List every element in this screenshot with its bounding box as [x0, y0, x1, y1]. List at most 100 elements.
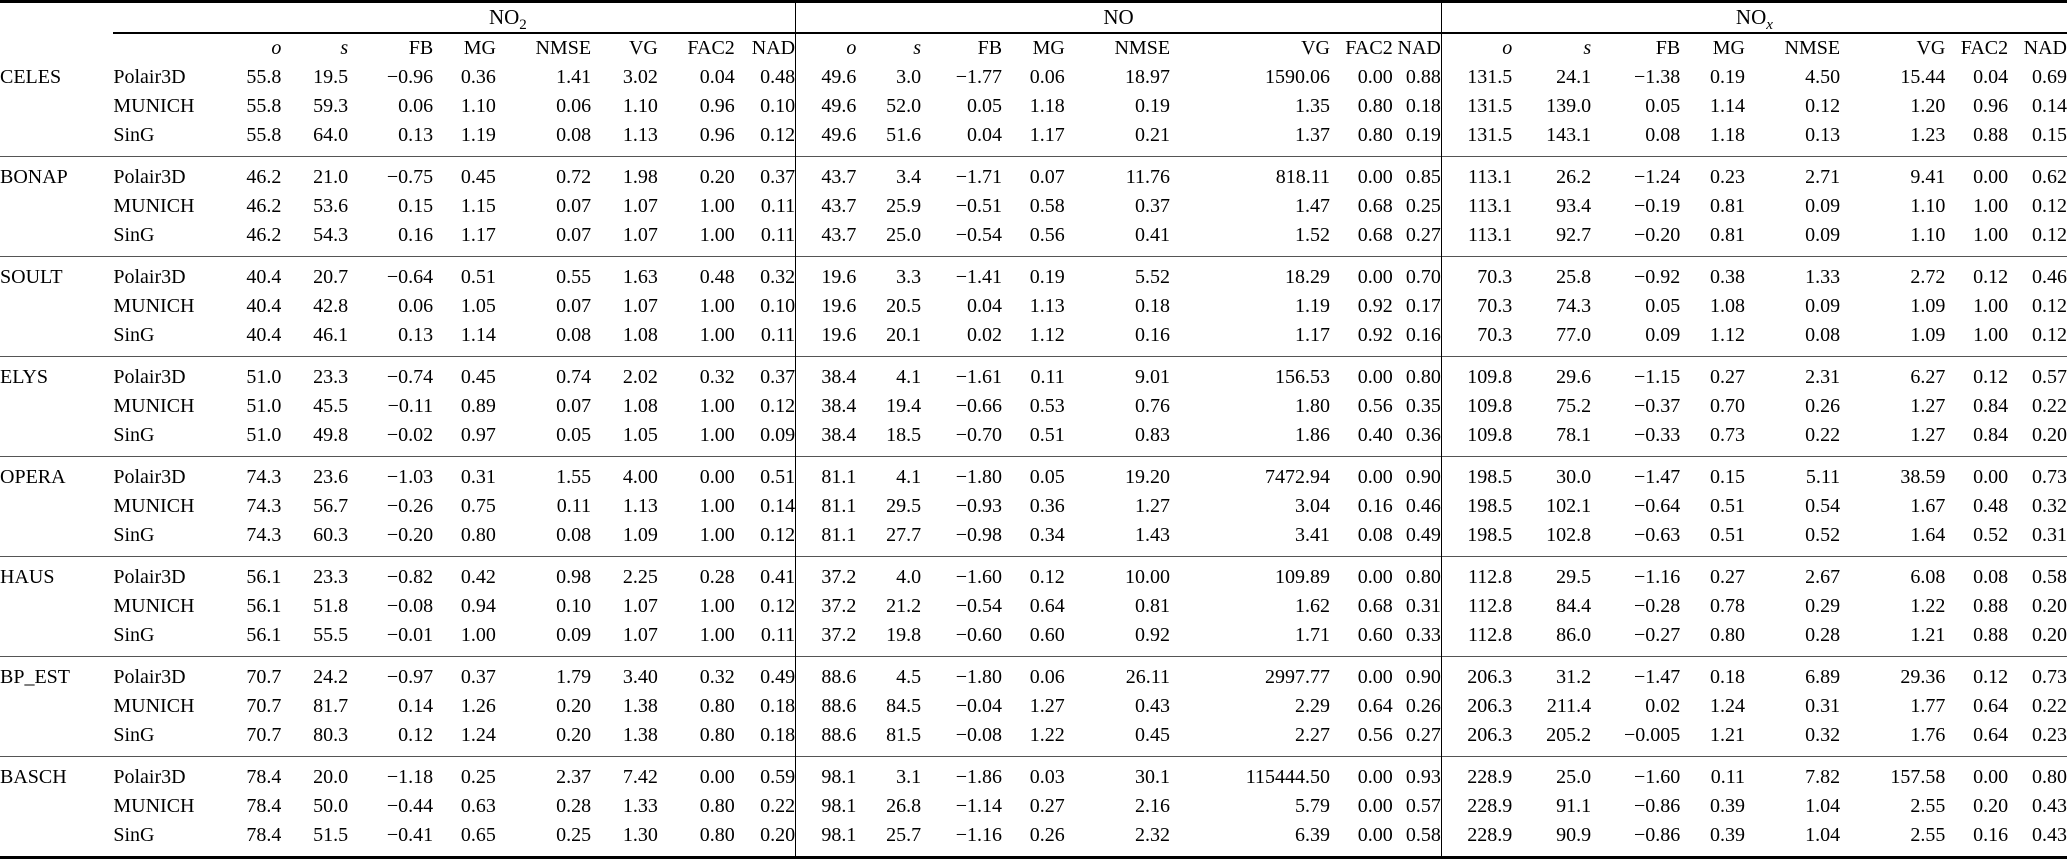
model-label: Polair3D	[113, 656, 221, 692]
stat-value: 27.7	[886, 524, 922, 546]
stat-value: 1.00	[1973, 295, 2009, 317]
stat-value: 2.32	[1135, 824, 1171, 846]
stat-header-no2-mg: MG	[463, 37, 496, 59]
stat-value: 21.0	[281, 156, 349, 192]
stat-value: 19.4	[886, 395, 922, 417]
station-label	[0, 621, 113, 657]
stat-value: 74.3	[246, 495, 282, 517]
stat-value: 1.07	[622, 224, 658, 246]
table-row: MUNICH 51.0 45.5 −0.11 0.89 0.07 1.08 1.00 0.12 3…	[0, 392, 2067, 421]
stat-value: 0.08	[556, 124, 592, 146]
stat-value: 1.09	[1910, 324, 1946, 346]
stat-value: 0.36	[1029, 495, 1065, 517]
stat-value: 29.5	[1512, 556, 1592, 592]
stat-value: 198.5	[1440, 492, 1513, 521]
stat-value: 1.13	[1029, 295, 1065, 317]
model-label: MUNICH	[113, 95, 195, 117]
stat-value: 51.5	[313, 824, 349, 846]
stat-value: 198.5	[1440, 456, 1513, 492]
stat-value: 0.31	[433, 456, 496, 492]
stat-value: 90.9	[1556, 824, 1592, 846]
stat-value: 0.00	[1329, 456, 1393, 492]
corner-spacer	[0, 2, 113, 34]
stat-value: 0.64	[1357, 695, 1393, 717]
stat-value: 0.38	[1680, 256, 1745, 292]
stat-value: 0.28	[1805, 624, 1841, 646]
table-row: SinG 74.3 60.3 −0.20 0.80 0.08 1.09 1.00 0.12 81.…	[0, 521, 2067, 557]
stat-value: 0.46	[1405, 495, 1441, 517]
stat-value: 0.04	[967, 124, 1003, 146]
stat-value: 157.58	[1840, 756, 1946, 792]
stat-value: 0.00	[1329, 656, 1393, 692]
stat-value: 0.20	[2032, 595, 2067, 617]
station-label	[0, 492, 113, 521]
stat-value: 0.84	[1973, 395, 2009, 417]
stat-value: 0.34	[1029, 524, 1065, 546]
stat-value: 70.3	[1440, 256, 1513, 292]
stat-value: 0.32	[1805, 724, 1841, 746]
model-label: SinG	[113, 824, 155, 846]
stat-value: 0.18	[1405, 95, 1441, 117]
stat-header-no-vg: VG	[1301, 37, 1330, 59]
station-label: SOULT	[0, 256, 114, 292]
stat-value: 0.96	[699, 124, 735, 146]
pollutant-subscript: 2	[519, 17, 527, 33]
station-label: BP_EST	[0, 656, 114, 692]
stat-value: 0.51	[433, 256, 496, 292]
stat-value: 0.70	[1392, 256, 1442, 292]
stat-value: 205.2	[1546, 724, 1592, 746]
stat-value: 19.20	[1064, 456, 1171, 492]
stat-value: 1.33	[622, 795, 658, 817]
stat-value: 0.20	[2032, 424, 2067, 446]
stat-value: 1.19	[460, 124, 496, 146]
station-label	[0, 521, 113, 557]
stat-value: 0.13	[1805, 124, 1841, 146]
stat-value: 1.27	[1910, 395, 1946, 417]
stat-value: −0.64	[1633, 495, 1681, 517]
stat-value: 0.37	[734, 156, 796, 192]
pollutant-subscript: x	[1766, 17, 1773, 33]
stat-value: −1.80	[921, 656, 1003, 692]
stat-value: 51.6	[886, 124, 922, 146]
stat-value: 0.12	[398, 724, 434, 746]
stat-value: −0.19	[1633, 195, 1681, 217]
stat-value: 0.12	[2032, 295, 2067, 317]
stat-value: 0.09	[1805, 195, 1841, 217]
stat-value: −1.15	[1591, 356, 1681, 392]
stat-value: 0.19	[1709, 66, 1745, 88]
stat-value: 0.11	[1002, 356, 1065, 392]
stat-value: 1.10	[1910, 224, 1946, 246]
stat-value: 0.09	[556, 624, 592, 646]
station-column-header	[0, 33, 113, 63]
stat-value: 0.27	[1680, 356, 1745, 392]
stat-value: 3.04	[1294, 495, 1330, 517]
stat-value: 5.52	[1064, 256, 1171, 292]
stat-value: 0.05	[556, 424, 592, 446]
stat-value: −1.61	[921, 356, 1003, 392]
table-row: MUNICH 70.7 81.7 0.14 1.26 0.20 1.38 0.80 0.18 88…	[0, 692, 2067, 721]
stat-value: 3.4	[856, 156, 922, 192]
stat-value: 2.71	[1744, 156, 1841, 192]
station-label: OPERA	[0, 456, 114, 492]
stat-value: 1.10	[460, 95, 496, 117]
stat-value: 0.00	[657, 456, 735, 492]
stat-value: 0.59	[734, 756, 796, 792]
stat-value: 0.64	[1973, 695, 2009, 717]
stat-value: 6.89	[1744, 656, 1841, 692]
stat-value: 91.1	[1556, 795, 1592, 817]
stat-value: 1.13	[622, 124, 658, 146]
stat-value: 0.96	[699, 95, 735, 117]
stat-value: 70.3	[1440, 321, 1513, 357]
stat-value: 0.12	[1945, 656, 2009, 692]
stat-value: 98.1	[795, 756, 857, 792]
stat-value: 0.04	[699, 66, 735, 88]
stat-value: 0.28	[556, 795, 592, 817]
stat-value: 0.22	[1805, 424, 1841, 446]
stat-value: 0.57	[2008, 356, 2067, 392]
stat-value: −0.08	[386, 595, 434, 617]
stat-value: 0.42	[433, 556, 496, 592]
stat-value: 228.9	[1440, 821, 1513, 858]
stat-value: 0.68	[1357, 595, 1393, 617]
stat-value: 0.12	[760, 524, 796, 546]
stat-value: 0.58	[1029, 195, 1065, 217]
